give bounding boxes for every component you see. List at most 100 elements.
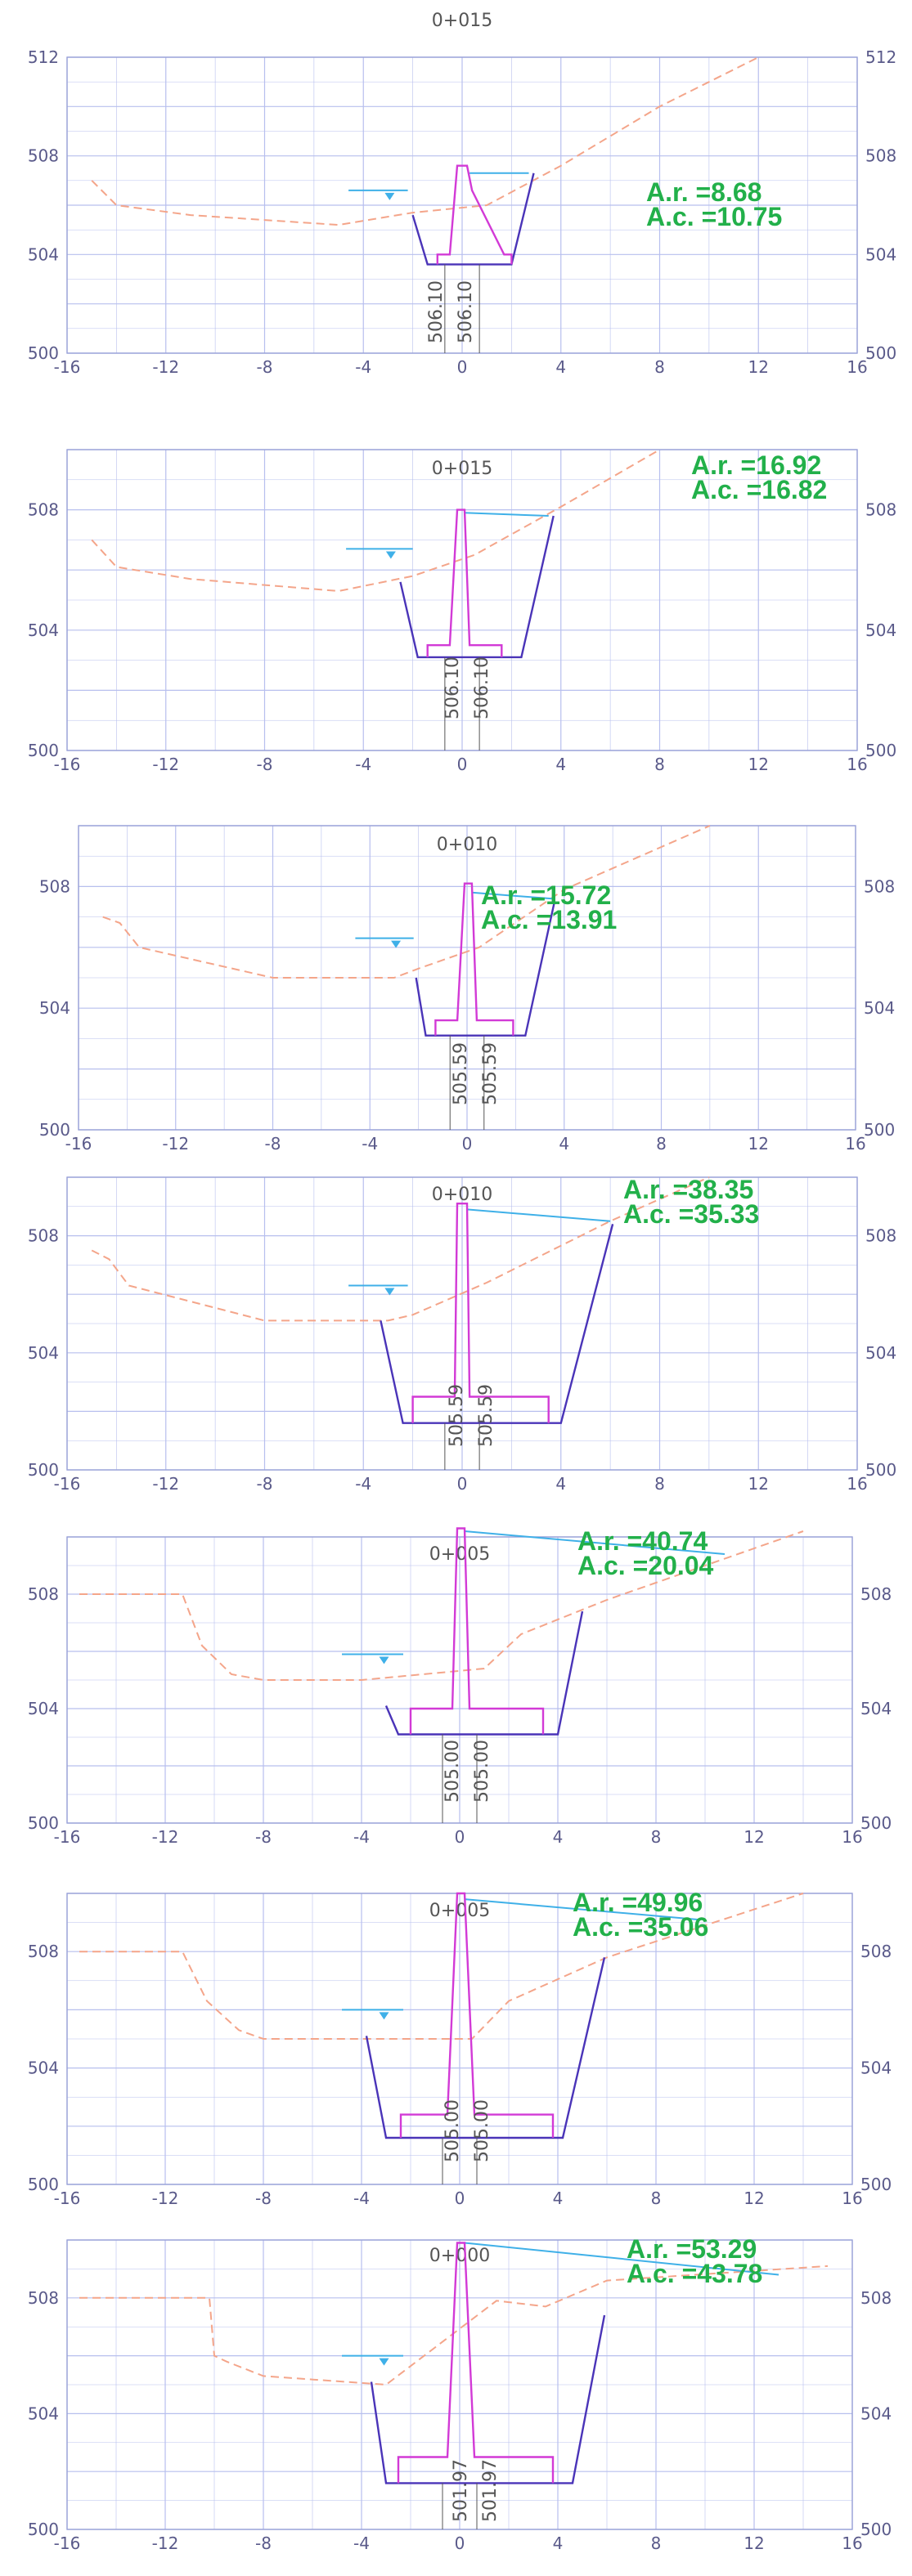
water-level-marker-icon: [384, 192, 395, 200]
x-tick-label: -4: [355, 755, 371, 774]
x-tick-label: 4: [553, 2533, 564, 2553]
terrain-line: [102, 825, 711, 979]
y-tick-label-left: 508: [28, 2288, 59, 2308]
x-tick-label: -16: [54, 2533, 81, 2553]
x-tick-label: 0: [457, 357, 468, 377]
plot-frame: [66, 56, 858, 354]
x-tick-label: -8: [255, 2533, 272, 2553]
excavation-outline: [399, 515, 555, 659]
elevation-label: 505.59: [447, 1384, 467, 1447]
y-tick-label-right: 508: [864, 876, 895, 896]
excavation-outline: [370, 2314, 606, 2484]
y-tick-label-right: 500: [865, 343, 896, 363]
y-tick-label-left: 504: [39, 998, 70, 1018]
x-tick-label: 8: [651, 2188, 662, 2208]
x-tick-label: 4: [559, 1134, 569, 1154]
x-tick-label: 8: [651, 1827, 662, 1847]
y-tick-label-right: 500: [864, 1120, 895, 1140]
x-tick-label: -8: [257, 357, 273, 377]
x-tick-label: 16: [847, 755, 867, 774]
x-tick-label: 4: [553, 1827, 564, 1847]
area-c-label: A.c. =10.75: [646, 202, 782, 231]
y-tick-label-right: 504: [865, 620, 896, 640]
excavation-outline: [384, 1611, 584, 1736]
excavation-outline: [415, 901, 556, 1037]
x-tick-label: -12: [162, 1134, 189, 1154]
x-tick-label: -8: [265, 1134, 281, 1154]
plot-frame: [78, 825, 856, 1131]
area-r-label: A.r. =38.35: [623, 1175, 753, 1204]
x-tick-label: -16: [54, 357, 81, 377]
plot-frame: [66, 1176, 858, 1471]
terrain-line: [79, 1893, 804, 2040]
area-r-label: A.r. =15.72: [481, 880, 611, 910]
wall-structure: [426, 508, 503, 657]
area-r-label: A.r. =49.96: [573, 1888, 703, 1917]
y-tick-label-left: 500: [28, 1460, 59, 1480]
y-tick-label-right: 508: [865, 1226, 896, 1246]
area-c-label: A.c. =20.04: [577, 1551, 714, 1580]
y-tick-label-right: 504: [865, 244, 896, 264]
y-tick-label-right: 508: [860, 2288, 892, 2308]
y-tick-label-right: 504: [864, 998, 895, 1018]
y-tick-label-left: 504: [28, 2059, 59, 2078]
y-tick-label-right: 500: [860, 1813, 892, 1833]
slope-line: [464, 1898, 699, 1920]
x-tick-label: -8: [257, 755, 273, 774]
elevation-label: 505.00: [443, 2099, 463, 2162]
section-title: 0+015: [432, 459, 492, 479]
terrain-line: [91, 56, 759, 226]
y-tick-label-left: 508: [28, 1226, 59, 1246]
x-tick-label: 0: [457, 755, 468, 774]
x-tick-label: -12: [152, 357, 179, 377]
water-level-marker-icon: [384, 1288, 395, 1296]
x-tick-label: -12: [152, 1474, 179, 1494]
x-tick-label: -12: [152, 2533, 179, 2553]
x-tick-label: 16: [847, 357, 867, 377]
elevation-label: 505.00: [443, 1740, 463, 1803]
y-tick-label-left: 508: [28, 500, 59, 520]
y-tick-label-right: 508: [865, 500, 896, 520]
area-r-label: A.r. =40.74: [577, 1526, 708, 1556]
x-tick-label: 16: [842, 2533, 862, 2553]
x-tick-label: 16: [842, 2188, 862, 2208]
x-tick-label: -16: [54, 1474, 81, 1494]
elevation-label: 505.59: [480, 1042, 501, 1105]
elevation-label: 501.97: [451, 2459, 471, 2522]
elevation-label: 505.00: [472, 1740, 492, 1803]
y-tick-label-right: 508: [865, 146, 896, 166]
slope-line: [464, 1530, 726, 1555]
y-tick-label-left: 500: [28, 2520, 59, 2539]
elevation-label: 506.10: [456, 280, 476, 343]
y-tick-label-right: 500: [860, 2175, 892, 2194]
y-tick-label-right: 504: [860, 2059, 892, 2078]
section-title: 0+005: [429, 1901, 490, 1921]
y-tick-label-left: 508: [28, 1942, 59, 1961]
x-tick-label: -4: [353, 2188, 370, 2208]
water-level-marker-icon: [379, 2358, 389, 2366]
water-level-marker-icon: [385, 551, 396, 559]
wall-structure: [409, 1527, 545, 1735]
excavation-outline: [365, 1957, 606, 2139]
x-tick-label: 4: [555, 1474, 566, 1494]
y-tick-label-left: 508: [28, 146, 59, 166]
terrain-line: [91, 1176, 710, 1322]
plot-frame: [66, 1536, 853, 1824]
elevation-label: 505.59: [451, 1042, 471, 1105]
area-c-label: A.c. =13.91: [481, 905, 617, 934]
y-tick-label-left: 512: [28, 47, 59, 67]
elevation-label: 505.59: [476, 1384, 496, 1447]
terrain-line: [79, 2265, 829, 2386]
x-tick-label: 8: [654, 1474, 665, 1494]
x-tick-label: -16: [65, 1134, 92, 1154]
slope-line: [464, 512, 549, 517]
x-tick-label: 12: [748, 357, 769, 377]
x-tick-label: 0: [455, 1827, 465, 1847]
section-title: 0+000: [429, 2246, 490, 2266]
x-tick-label: -12: [152, 1827, 179, 1847]
slope-line: [466, 1208, 611, 1222]
x-tick-label: 8: [654, 755, 665, 774]
y-tick-label-left: 500: [39, 1120, 70, 1140]
